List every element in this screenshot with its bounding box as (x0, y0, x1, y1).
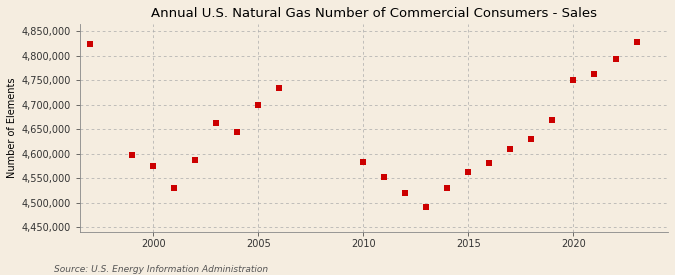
Point (442, 186, 453, 190)
Point (379, 174, 389, 179)
Point (169, 186, 180, 190)
Point (526, 137, 537, 141)
Y-axis label: Number of Elements: Number of Elements (7, 78, 17, 178)
Point (274, 85, 285, 90)
Text: Source: U.S. Energy Information Administration: Source: U.S. Energy Information Administ… (54, 265, 268, 274)
Point (421, 205, 432, 210)
Point (463, 170, 474, 174)
Point (589, 72, 600, 76)
Point (631, 40, 642, 44)
Title: Annual U.S. Natural Gas Number of Commercial Consumers - Sales: Annual U.S. Natural Gas Number of Commer… (151, 7, 597, 20)
Point (484, 161, 495, 166)
Point (547, 118, 558, 122)
Point (84, 42, 95, 47)
Point (127, 153, 138, 157)
Point (610, 57, 621, 61)
Point (358, 160, 369, 164)
Point (568, 78, 579, 82)
Point (400, 191, 410, 196)
Point (252, 102, 263, 107)
Point (505, 147, 516, 151)
Point (232, 129, 242, 134)
Point (190, 158, 200, 163)
Point (211, 121, 221, 125)
Point (148, 164, 159, 169)
